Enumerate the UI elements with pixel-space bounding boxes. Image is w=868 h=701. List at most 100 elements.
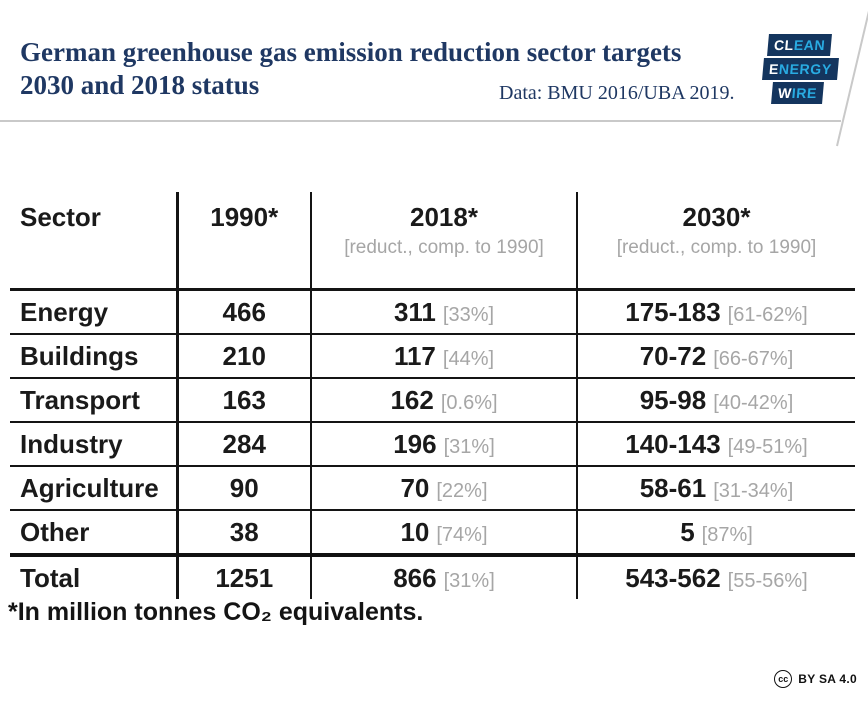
cell-value: 311 — [393, 296, 436, 327]
logo-text-blue: EAN — [793, 37, 826, 53]
table-header-row: Sector 1990* 2018* [reduct., comp. to 19… — [10, 192, 855, 290]
reduction-percent: [61-62%] — [727, 303, 808, 326]
sector-cell: Industry — [10, 422, 179, 466]
cell-value: 140-143 — [625, 428, 721, 459]
value-2018-cell: 311 [33%] — [311, 289, 578, 334]
emissions-table: Sector 1990* 2018* [reduct., comp. to 19… — [10, 192, 855, 599]
cell-value: Other — [20, 516, 90, 547]
value-2030-cell: 140-143 [49-51%] — [577, 422, 855, 466]
table-row: Other 38 10 [74%] 5 [87%] — [10, 510, 855, 555]
cell-value: 5 — [680, 516, 695, 547]
table-row: Transport 163 162 [0.6%] 95-98 [40-42%] — [10, 378, 855, 422]
column-label: 1990* — [210, 202, 279, 232]
reduction-percent: [74%] — [436, 523, 488, 546]
value-2018-cell: 117 [44%] — [311, 334, 578, 378]
column-header-2018: 2018* [reduct., comp. to 1990] — [311, 192, 578, 290]
cell-value: 70 — [400, 472, 430, 503]
value-2018-cell: 10 [74%] — [311, 510, 578, 555]
column-subtitle: [reduct., comp. to 1990] — [616, 237, 817, 258]
cell-value: 117 — [393, 340, 436, 371]
cell-value: Industry — [20, 428, 123, 459]
logo-text-white: CL — [773, 37, 795, 53]
column-header-1990: 1990* — [177, 192, 312, 290]
value-2018-cell: 162 [0.6%] — [311, 378, 578, 422]
reduction-percent: [66-67%] — [713, 347, 794, 370]
logo-line: E NERGY — [762, 58, 839, 80]
sector-cell: Buildings — [10, 334, 179, 378]
logo-line: W IRE — [771, 82, 824, 104]
table-row-total: Total 1251 866 [31%] 543-562 [55-56%] — [10, 555, 855, 599]
value-2030-cell: 58-61 [31-34%] — [577, 466, 855, 510]
reduction-percent: [22%] — [436, 479, 488, 502]
cell-value: 58-61 — [639, 472, 707, 503]
cell-value: 10 — [400, 516, 430, 547]
value-2018-cell: 196 [31%] — [311, 422, 578, 466]
title-line-1: German greenhouse gas emission reduction… — [20, 37, 682, 67]
sector-cell: Transport — [10, 378, 179, 422]
reduction-percent: [31-34%] — [713, 479, 794, 502]
sector-cell: Energy — [10, 289, 179, 334]
cell-value: 38 — [229, 516, 259, 547]
cell-value: 466 — [222, 296, 266, 327]
value-2018-cell: 866 [31%] — [311, 555, 578, 599]
cell-value: Transport — [20, 384, 140, 415]
reduction-percent: [44%] — [442, 347, 495, 370]
value-1990-cell: 90 — [177, 466, 312, 510]
cell-value: 95-98 — [639, 384, 707, 415]
cell-value: 284 — [222, 428, 266, 459]
logo-text-white: W — [777, 85, 793, 101]
logo-text-blue: NERGY — [778, 61, 833, 77]
footnote: *In million tonnes CO₂ equivalents. — [8, 598, 424, 626]
table-row: Energy 466 311 [33%] 175-183 [61-62%] — [10, 289, 855, 335]
value-1990-cell: 210 — [177, 334, 312, 378]
cell-value: Total — [20, 562, 81, 593]
value-2030-cell: 70-72 [66-67%] — [577, 334, 855, 378]
reduction-percent: [40-42%] — [713, 391, 794, 414]
reduction-percent: [31%] — [443, 435, 495, 458]
column-header-sector: Sector — [10, 192, 179, 290]
data-source-note: Data: BMU 2016/UBA 2019. — [499, 82, 735, 104]
creative-commons-icon: cc — [774, 670, 793, 688]
license-badge: cc BY SA 4.0 — [774, 670, 857, 688]
cell-value: 1251 — [215, 562, 274, 593]
cell-value: Buildings — [20, 340, 139, 371]
value-1990-cell: 38 — [177, 510, 312, 555]
title-line-2: 2030 and 2018 status — [20, 70, 260, 100]
column-label: 2018* — [410, 202, 478, 232]
value-1990-cell: 466 — [177, 289, 312, 334]
cell-value: 866 — [393, 562, 437, 593]
reduction-percent: [33%] — [442, 303, 495, 326]
page-title: German greenhouse gas emission reduction… — [20, 36, 681, 102]
cell-value: 175-183 — [625, 296, 721, 327]
value-1990-cell: 1251 — [177, 555, 312, 599]
cell-value: 90 — [229, 472, 259, 503]
cell-value: 162 — [390, 384, 434, 415]
table-row: Buildings 210 117 [44%] 70-72 [66-67%] — [10, 334, 855, 378]
cell-value: 70-72 — [639, 340, 707, 371]
reduction-percent: [0.6%] — [440, 391, 498, 414]
header — [0, 0, 841, 122]
reduction-percent: [87%] — [701, 523, 753, 546]
column-label: 2030* — [682, 202, 751, 232]
cell-value: Energy — [20, 296, 109, 327]
sector-cell: Other — [10, 510, 179, 555]
reduction-percent: [31%] — [443, 569, 495, 592]
reduction-percent: [55-56%] — [727, 569, 808, 592]
cell-value: Agriculture — [20, 472, 159, 503]
reduction-percent: [49-51%] — [727, 435, 808, 458]
table-row: Agriculture 90 70 [22%] 58-61 [31-34%] — [10, 466, 855, 510]
license-label: BY SA 4.0 — [798, 672, 857, 686]
value-2030-cell: 5 [87%] — [577, 510, 855, 555]
value-2018-cell: 70 [22%] — [311, 466, 578, 510]
column-subtitle: [reduct., comp. to 1990] — [344, 237, 544, 258]
cell-value: 543-562 — [625, 562, 721, 593]
value-2030-cell: 95-98 [40-42%] — [577, 378, 855, 422]
logo-line: CL EAN — [767, 34, 833, 56]
cell-value: 210 — [222, 340, 266, 371]
column-label: Sector — [20, 202, 101, 232]
value-1990-cell: 284 — [177, 422, 312, 466]
sector-cell: Total — [10, 555, 179, 599]
value-1990-cell: 163 — [177, 378, 312, 422]
value-2030-cell: 175-183 [61-62%] — [577, 290, 855, 335]
